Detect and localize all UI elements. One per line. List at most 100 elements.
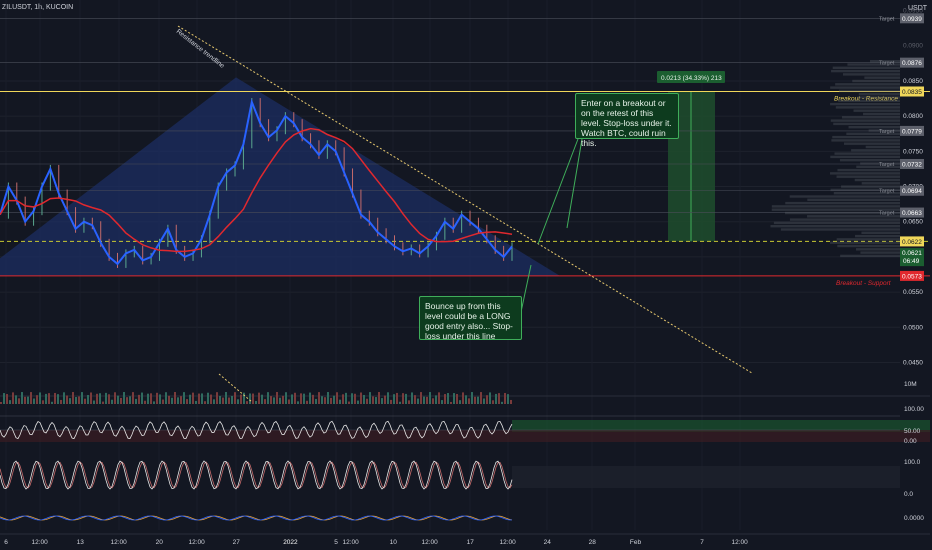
volume-bar [333, 395, 335, 404]
target-price-label: 0.0663 [902, 210, 922, 217]
volume-profile-bar [830, 155, 900, 159]
volume-bar [309, 392, 311, 404]
target-price-box [900, 13, 924, 24]
volume-bar [93, 400, 95, 404]
volume-profile-bar [789, 218, 900, 221]
volume-bar [141, 392, 143, 404]
volume-bar [219, 395, 221, 404]
volume-bar [351, 393, 353, 404]
volume-bar [444, 394, 446, 404]
volume-bar [237, 399, 239, 404]
volume-bar [357, 400, 359, 404]
volume-bar [327, 392, 329, 404]
volume-bar [507, 394, 509, 404]
volume-profile-bar [858, 93, 900, 96]
volume-bar [492, 400, 494, 404]
rsi-line [0, 420, 513, 440]
volume-profile-bar [856, 248, 900, 251]
volume-profile-bar [847, 63, 900, 66]
volume-bar [330, 397, 332, 404]
note-top-pointer [566, 138, 583, 229]
volume-bar [342, 394, 344, 404]
time-tick-label: 2022 [283, 539, 298, 546]
volume-bar [42, 400, 44, 404]
volume-bar [24, 396, 26, 404]
volume-bar [69, 398, 71, 404]
volume-profile-bar [836, 175, 900, 178]
volume-scale-label: 10M [904, 381, 917, 388]
time-tick-label: 28 [589, 539, 597, 546]
volume-bar [414, 395, 416, 404]
volume-bar [132, 392, 134, 404]
volume-profile-bar [830, 241, 900, 244]
volume-bar [270, 396, 272, 404]
volume-bar [228, 397, 230, 404]
volume-bar [177, 397, 179, 404]
resistance-price-label: 0.0835 [902, 89, 922, 96]
trendline-label: Resistance trendline [175, 28, 226, 70]
symbol-header: ZILUSDT, 1h, KUCOIN [2, 4, 74, 11]
volume-bar [480, 392, 482, 404]
time-tick-label: 12:00 [111, 539, 128, 546]
target-word: Target [879, 61, 895, 67]
volume-bar [135, 398, 137, 404]
volume-bar [87, 395, 89, 404]
rsi-lower-zone [0, 430, 930, 442]
volume-bar [78, 396, 80, 404]
price-tick-label: 0.0650 [903, 219, 923, 226]
price-tick-label-faded: 0.0950 [903, 8, 923, 15]
macd-signal-line [0, 515, 513, 521]
price-tick-label: 0.0550 [903, 289, 923, 296]
volume-bar [147, 393, 149, 404]
target-price-box [900, 125, 924, 136]
volume-profile-bar [842, 73, 900, 76]
volume-profile-bar [860, 162, 900, 165]
price-tick-label: 0.0800 [903, 113, 923, 120]
countdown-label: 06:49 [903, 258, 920, 265]
volume-bar [36, 395, 38, 404]
price-tick-label: 0.0450 [903, 359, 923, 366]
volume-bar [324, 397, 326, 404]
target-word: Target [879, 129, 895, 135]
volume-bar [399, 401, 401, 404]
volume-bar [300, 393, 302, 404]
rsi-upper-zone [512, 420, 930, 432]
volume-bar [210, 394, 212, 404]
volume-bar [54, 392, 56, 404]
volume-bar [57, 394, 59, 404]
volume-bar [201, 393, 203, 404]
target-price-box [900, 207, 924, 218]
support-price-label: 0.0573 [902, 273, 922, 280]
macd-line [0, 515, 513, 521]
volume-bar [174, 392, 176, 404]
volume-profile-bar [839, 89, 900, 93]
entry-price-box [900, 236, 924, 247]
volume-profile-bar [870, 60, 900, 63]
volume-bar [246, 401, 248, 404]
volume-profile-bar [830, 86, 900, 89]
volume-bar [171, 397, 173, 404]
volume-profile-bar [856, 165, 900, 168]
volume-bar [66, 395, 68, 404]
volume-bar [264, 399, 266, 404]
volume-profile-bar [834, 152, 900, 155]
rsi-label-0: 0.00 [904, 438, 917, 445]
target-word: Target [879, 189, 895, 195]
volume-bar [45, 393, 47, 404]
time-tick-label: 12:00 [732, 539, 749, 546]
volume-bar [240, 394, 242, 404]
volume-profile-bar [785, 201, 900, 205]
volume-bar [192, 392, 194, 404]
time-tick-label: 5 [334, 539, 338, 546]
target-price-label: 0.0694 [902, 188, 922, 195]
volume-profile-bar [831, 139, 900, 142]
volume-profile-bar [861, 231, 900, 234]
volume-bar [282, 395, 284, 404]
volume-bar [486, 395, 488, 404]
volume-bar [150, 393, 152, 404]
volume-bar [420, 392, 422, 404]
volume-bar [90, 392, 92, 404]
volume-profile-bar [833, 192, 900, 195]
volume-bar [207, 392, 209, 404]
volume-profile-bar [831, 69, 900, 73]
